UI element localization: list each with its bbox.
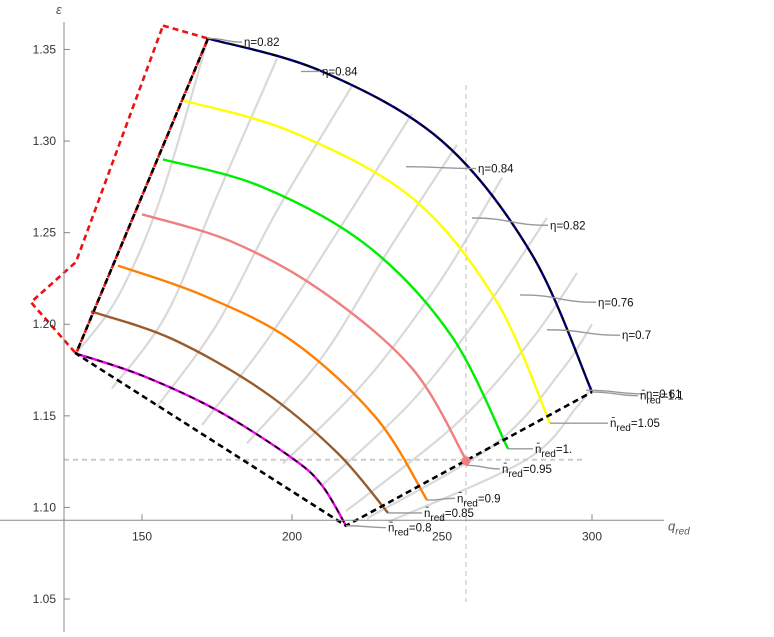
- y-tick-label: 1.25: [33, 226, 57, 240]
- x-tick-label: 200: [282, 529, 302, 543]
- operating-point-group: [461, 456, 471, 466]
- y-tick-label: 1.30: [33, 134, 57, 148]
- annotation-label: n̄red=0.95: [502, 463, 552, 480]
- efficiency-line-1: [75, 38, 210, 355]
- efficiency-line-2: [111, 58, 279, 390]
- annotation-leader: [465, 464, 501, 470]
- annotation-label: n̄red=0.9: [457, 493, 501, 510]
- annotations-group: η=0.82 η=0.84 η=0.84 η=0.82 η=0.76 η=0.7 η=0.6…: [207, 37, 684, 539]
- y-tick-label: 1.35: [33, 42, 57, 56]
- efficiency-line-3: [156, 85, 353, 408]
- annotation-leader: [405, 166, 477, 170]
- annotation-label: η=0.82: [244, 37, 280, 49]
- y-tick-label: 1.15: [33, 409, 57, 423]
- efficiency-line-7: [321, 217, 548, 487]
- y-axis-title: ε: [56, 2, 62, 17]
- x-tick-label: 300: [582, 529, 602, 543]
- annotation-label: η=0.76: [598, 297, 634, 309]
- surge-boundary-red: [29, 24, 210, 356]
- annotation-leader: [585, 389, 645, 395]
- speed-line-5: [162, 158, 510, 450]
- y-tick-label: 1.10: [33, 500, 57, 514]
- efficiency-line-6: [282, 177, 503, 465]
- efficiency-line-8: [345, 272, 578, 512]
- axes-group: 150 200 250 300 1.05 1.10 1.15 1.20 1.25 1.30 1.35…: [0, 2, 690, 632]
- speed-line-4: [141, 213, 468, 461]
- annotation-leader: [207, 37, 243, 43]
- speed-line-overlay-high: [207, 37, 593, 393]
- operating-point-marker: [461, 456, 471, 466]
- speed-lines-group: [75, 37, 594, 527]
- annotation-label: n̄red=1.: [535, 443, 572, 460]
- x-tick-label: 250: [432, 529, 452, 543]
- annotation-label: η=0.61: [646, 389, 682, 401]
- map-boundary-black: [74, 37, 593, 528]
- reference-lines-group: [64, 85, 586, 602]
- speed-line-1: [75, 352, 348, 527]
- annotation-label: n̄red=1.1: [640, 390, 684, 407]
- annotation-leader: [345, 525, 387, 529]
- annotation-leader: [546, 329, 621, 336]
- y-tick-label: 1.05: [33, 592, 57, 606]
- efficiency-line-9: [366, 323, 593, 520]
- annotation-leader: [471, 217, 549, 227]
- annotation-label: n̄red=1.05: [610, 417, 660, 434]
- efficiency-line-5: [246, 144, 458, 445]
- annotation-leader: [591, 391, 639, 397]
- annotation-leader: [426, 497, 456, 501]
- speed-line-6: [183, 99, 552, 424]
- efficiency-line-4: [201, 112, 413, 426]
- annotation-label: n̄red=0.85: [424, 507, 474, 524]
- x-tick-label: 150: [132, 529, 152, 543]
- speed-line-3: [117, 264, 429, 501]
- x-axis-title: qred: [668, 518, 690, 537]
- annotation-label: η=0.84: [322, 66, 358, 78]
- annotation-label: n̄red=0.8: [388, 522, 432, 539]
- y-tick-label: 1.20: [33, 317, 57, 331]
- annotation-leader: [519, 294, 597, 303]
- annotation-label: η=0.84: [478, 164, 514, 176]
- annotation-label: η=0.82: [550, 220, 586, 232]
- speed-line-2: [90, 310, 389, 514]
- annotation-label: η=0.7: [622, 330, 651, 342]
